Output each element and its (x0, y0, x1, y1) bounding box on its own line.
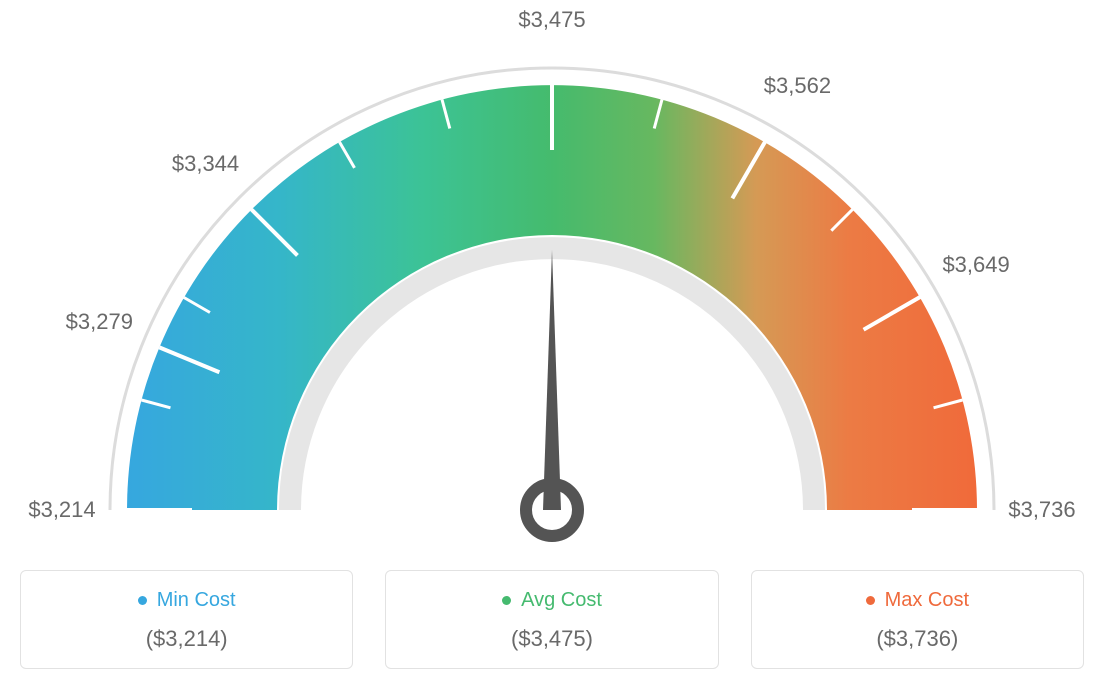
legend-value-min: ($3,214) (33, 626, 340, 652)
legend-dot-icon (866, 596, 875, 605)
legend-title-text: Min Cost (157, 589, 236, 612)
legend-row: Min Cost ($3,214) Avg Cost ($3,475) Max Cost… (20, 570, 1084, 669)
gauge-svg (20, 20, 1084, 550)
legend-dot-icon (138, 596, 147, 605)
cost-gauge: $3,214$3,279$3,344$3,475$3,562$3,649$3,7… (20, 20, 1084, 550)
legend-title-text: Avg Cost (521, 589, 602, 612)
legend-value-avg: ($3,475) (398, 626, 705, 652)
gauge-tick-label: $3,562 (764, 73, 831, 99)
legend-card-min: Min Cost ($3,214) (20, 570, 353, 669)
legend-title-text: Max Cost (885, 589, 969, 612)
gauge-tick-label: $3,279 (66, 309, 133, 335)
gauge-tick-label: $3,214 (28, 497, 95, 523)
gauge-tick-label: $3,344 (172, 151, 239, 177)
gauge-tick-label: $3,736 (1008, 497, 1075, 523)
gauge-tick-label: $3,649 (942, 252, 1009, 278)
legend-title-avg: Avg Cost (502, 589, 602, 612)
legend-title-min: Min Cost (138, 589, 236, 612)
legend-value-max: ($3,736) (764, 626, 1071, 652)
legend-title-max: Max Cost (866, 589, 969, 612)
legend-card-max: Max Cost ($3,736) (751, 570, 1084, 669)
legend-card-avg: Avg Cost ($3,475) (385, 570, 718, 669)
legend-dot-icon (502, 596, 511, 605)
gauge-tick-label: $3,475 (518, 7, 585, 33)
gauge-needle (543, 250, 561, 510)
